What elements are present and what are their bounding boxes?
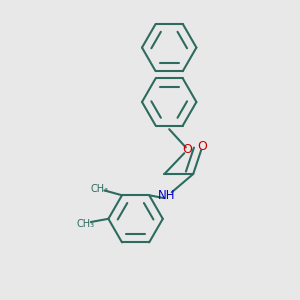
Text: CH₃: CH₃: [91, 184, 109, 194]
Text: NH: NH: [158, 189, 176, 202]
Text: O: O: [182, 143, 192, 157]
Text: CH₃: CH₃: [77, 219, 95, 229]
Text: O: O: [197, 140, 207, 153]
